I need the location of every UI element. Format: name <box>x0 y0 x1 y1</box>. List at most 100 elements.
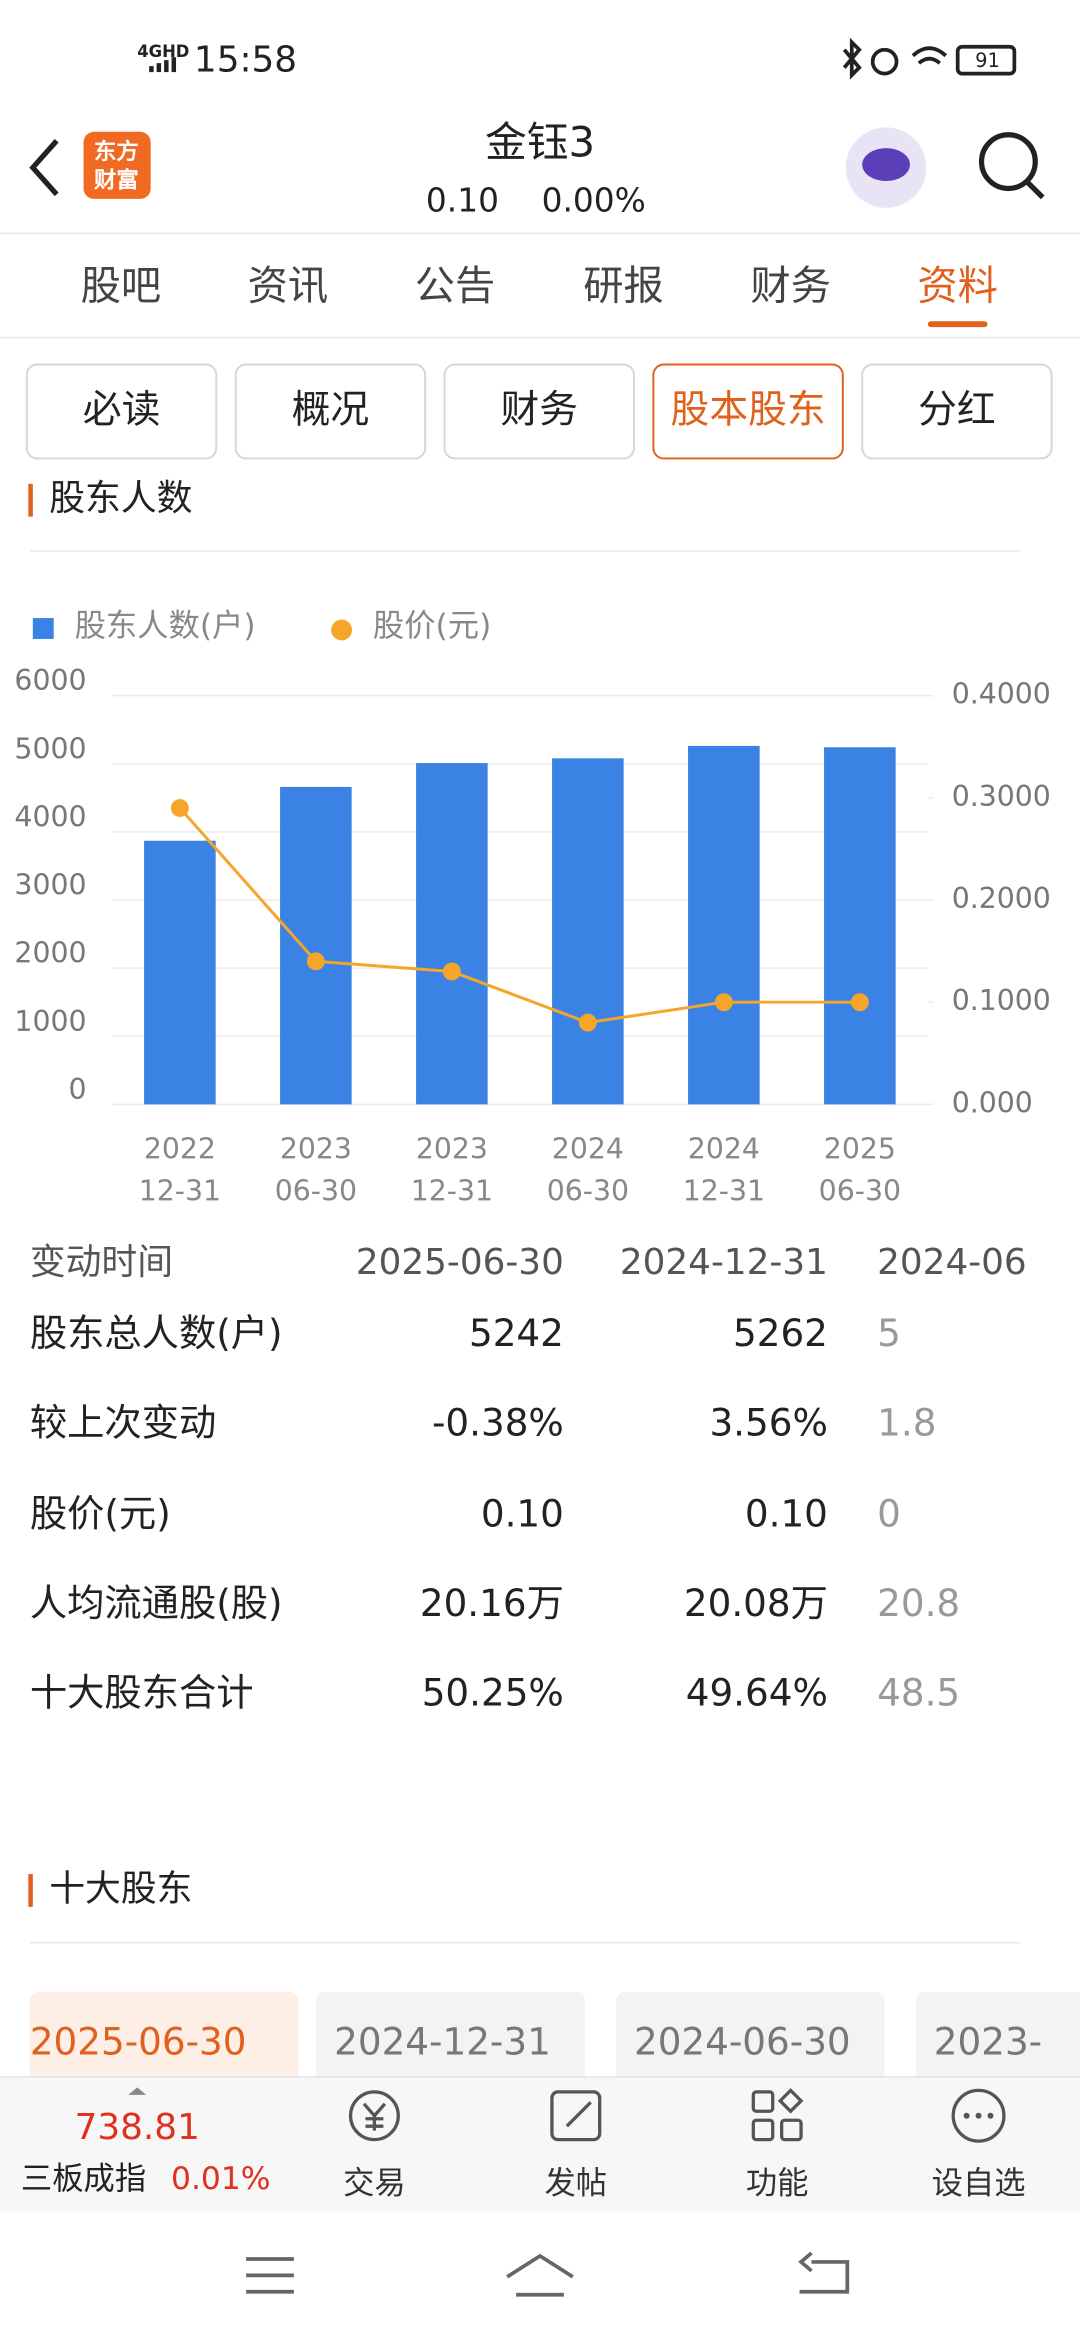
stock-title: 金钰3 <box>485 118 595 167</box>
cell: 5 <box>877 1311 901 1355</box>
cell: 2024-06 <box>877 1242 1027 1283</box>
x-tick-label: 2023 <box>416 1133 488 1166</box>
tab-indicator <box>927 321 988 328</box>
avatar-face <box>862 148 910 181</box>
tab[interactable]: 资料 <box>917 263 998 309</box>
cell: 20.8 <box>877 1581 960 1625</box>
legend-label: 股价(元) <box>373 608 491 644</box>
sub-tab-label: 必读 <box>83 388 161 433</box>
sub-tab-label: 股本股东 <box>671 388 826 433</box>
cell: 5242 <box>469 1311 564 1355</box>
tab[interactable]: 研报 <box>583 263 664 309</box>
cell: -0.38% <box>432 1401 564 1445</box>
action-label[interactable]: 设自选 <box>932 2165 1026 2201</box>
y2-tick-label: 0.3000 <box>952 780 1051 813</box>
legend-swatch <box>32 618 54 639</box>
cell: 5262 <box>733 1311 828 1355</box>
sub-tab-label: 财务 <box>500 388 578 433</box>
sub-tab[interactable] <box>652 363 844 460</box>
sub-tab[interactable] <box>234 363 427 460</box>
index-value: 738.81 <box>75 2107 200 2148</box>
tabs: 股吧 资讯 公告 研报 财务 资料 <box>81 263 998 328</box>
cell: 0.10 <box>745 1492 828 1536</box>
cell: 20.16万 <box>420 1581 564 1625</box>
search-button[interactable] <box>978 132 1038 192</box>
x-tick-label: 2025 <box>824 1133 896 1166</box>
y-tick-label: 5000 <box>14 732 86 765</box>
y-tick-label: 3000 <box>14 869 86 902</box>
nav-menu[interactable] <box>246 2257 294 2294</box>
action-icons <box>348 2088 1006 2143</box>
price-point <box>170 799 189 817</box>
row-label: 变动时间 <box>30 1242 173 1283</box>
bar <box>552 758 624 1105</box>
section-title: 股东人数 <box>49 478 192 519</box>
x-tick-label: 2023 <box>280 1133 352 1166</box>
actions: 交易 发帖 功能 设自选 <box>343 2165 1025 2201</box>
cell: 49.64% <box>686 1671 828 1715</box>
y-tick-label: 6000 <box>14 664 86 697</box>
action-label[interactable]: 发帖 <box>544 2165 607 2201</box>
nav-bar <box>246 2251 850 2297</box>
nav-home[interactable] <box>506 2253 574 2297</box>
date-chip[interactable] <box>29 1991 299 2096</box>
cell: 48.5 <box>877 1671 960 1715</box>
bar <box>824 747 896 1105</box>
date-chips: 2025-06-30 2024-12-31 2024-06-30 2023- <box>29 1991 1080 2096</box>
chart: 股东人数(户) 股价(元) 0 1000 2000 3000 4000 5000 6000 0.0… <box>14 608 1050 1207</box>
sub-tabs: 必读 概况 财务 股本股东 分红 <box>25 363 1053 460</box>
date-chip-label: 2024-06-30 <box>634 2020 851 2064</box>
action-label[interactable]: 交易 <box>343 2165 406 2201</box>
logo-text: 东方 <box>94 138 139 165</box>
row-label: 十大股东合计 <box>30 1671 254 1715</box>
cell: 2024-12-31 <box>620 1242 828 1283</box>
battery: 91 <box>975 49 1000 72</box>
x-tick-label: 06-30 <box>547 1174 629 1207</box>
price-line <box>178 807 860 1025</box>
bar <box>688 745 760 1105</box>
sub-tab[interactable] <box>25 363 218 460</box>
price-point <box>578 1013 597 1032</box>
bar <box>280 786 352 1105</box>
price-point <box>306 952 325 971</box>
stock-price: 0.10 <box>426 181 499 219</box>
date-chip-label: 2023- <box>934 2020 1042 2064</box>
cell: 3.56% <box>709 1401 827 1445</box>
action-label[interactable]: 功能 <box>746 2165 809 2201</box>
tab[interactable]: 公告 <box>415 263 496 309</box>
x-tick-label: 12-31 <box>411 1174 493 1207</box>
cell: 0.10 <box>481 1492 564 1536</box>
clock: 15:58 <box>194 40 297 81</box>
back-button[interactable] <box>29 138 59 197</box>
tab[interactable]: 股吧 <box>81 263 162 309</box>
network: 4GHD <box>137 42 189 61</box>
section-marker <box>28 483 33 517</box>
date-chip[interactable] <box>616 1991 885 2096</box>
sub-tab[interactable] <box>861 363 1053 460</box>
cell: 0 <box>877 1492 901 1536</box>
y-tick-label: 0 <box>68 1073 86 1106</box>
x-tick-label: 06-30 <box>275 1174 357 1207</box>
x-tick-label: 2022 <box>144 1133 216 1166</box>
row-label: 人均流通股(股) <box>30 1581 283 1625</box>
y2-tick-label: 0.4000 <box>952 678 1051 711</box>
search-handle <box>1025 180 1045 200</box>
y2-tick-label: 0.000 <box>952 1086 1033 1119</box>
data-table: 变动时间 2025-06-30 2024-12-31 2024-06 股东总人数(户) 5… <box>30 1242 1027 1715</box>
tab[interactable]: 资讯 <box>248 263 329 309</box>
signal-icon <box>149 57 177 73</box>
nav-back[interactable] <box>798 2251 850 2294</box>
row-label: 股东总人数(户) <box>30 1311 283 1355</box>
expand-arrow[interactable] <box>128 2087 147 2095</box>
y-tick-label: 4000 <box>14 800 86 833</box>
price-point <box>442 962 461 981</box>
status-icons <box>842 37 1017 80</box>
y-tick-label: 1000 <box>14 1005 86 1038</box>
date-chip[interactable] <box>915 1991 1080 2096</box>
tab[interactable]: 财务 <box>750 263 831 309</box>
sub-tab[interactable] <box>443 363 635 460</box>
date-chip[interactable] <box>316 1991 585 2096</box>
legend-swatch <box>331 619 353 641</box>
legend-label: 股东人数(户) <box>75 608 256 644</box>
